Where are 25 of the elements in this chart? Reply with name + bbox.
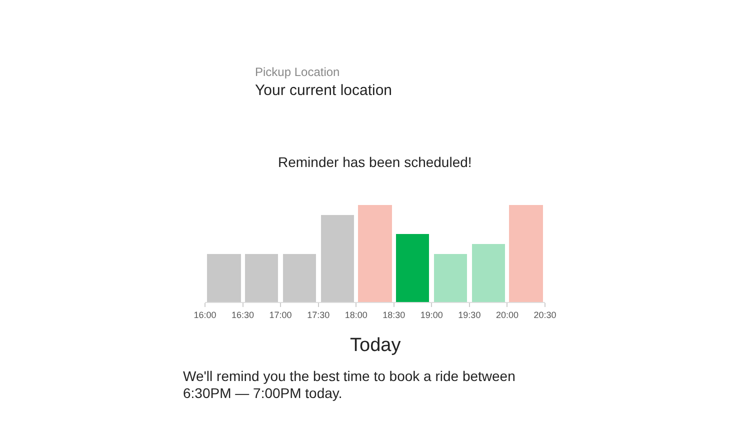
text: Pickup Location [255, 65, 340, 79]
x-tick-label: 16:00 [194, 310, 216, 320]
x-tick-label: 16:30 [232, 310, 254, 320]
bar [434, 254, 467, 302]
text: 6:30PM — 7:00PM today. [183, 385, 342, 401]
text: Today [350, 335, 402, 356]
bar [245, 254, 278, 302]
x-tick-label: 17:00 [269, 310, 292, 320]
x-tick-label: 18:30 [382, 310, 406, 320]
bar [283, 254, 316, 302]
x-tick-label: 20:00 [496, 310, 518, 320]
x-tick-label: 19:00 [420, 310, 443, 320]
text: We'll remind you the best time to book a ride between [183, 368, 516, 384]
bar [396, 234, 429, 302]
bar [509, 205, 543, 302]
x-tick-label: 18:00 [344, 310, 368, 320]
text: Reminder has been scheduled! [278, 154, 472, 170]
x-tick-label: 20:30 [534, 310, 556, 320]
bar [207, 254, 241, 302]
bar [321, 215, 354, 302]
bar [358, 205, 392, 302]
x-tick-label: 19:30 [458, 310, 481, 320]
x-tick-label: 17:30 [307, 310, 330, 320]
bar [472, 244, 505, 302]
text: Your current location [255, 82, 392, 99]
